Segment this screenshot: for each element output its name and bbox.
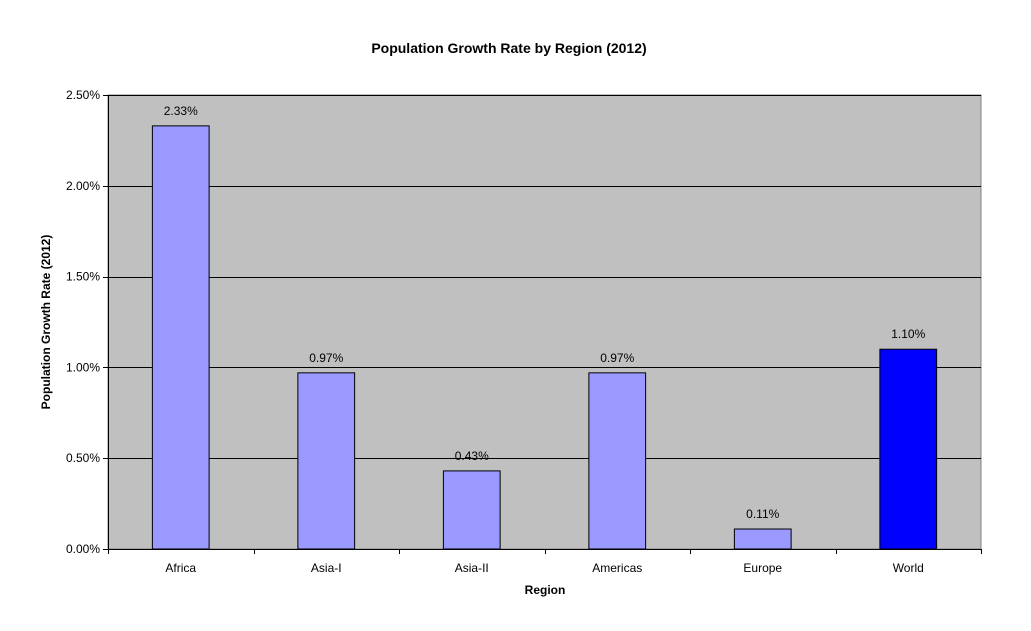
x-tick-label: Asia-I [311,561,342,575]
bar-asia-ii [442,470,501,550]
x-tick-labels: Africa Asia-I Asia-II Americas Europe World [165,561,923,575]
y-tick-label: 2.50% [66,88,100,102]
data-label: 2.33% [164,104,198,118]
data-label: 0.97% [309,351,343,365]
data-label: 0.97% [600,351,634,365]
bars [151,125,938,550]
bar-africa [151,125,210,550]
axes [103,95,982,554]
y-tick-label: 0.50% [66,451,100,465]
data-label: 0.11% [746,507,779,521]
data-label: 1.10% [891,327,925,341]
x-tick-label: Asia-II [455,561,489,575]
bar-americas [588,372,647,550]
y-tick-label: 1.00% [66,360,100,374]
x-tick-label: Americas [592,561,642,575]
bar-europe [733,528,792,550]
x-tick-label: Africa [165,561,196,575]
x-tick-label: Europe [743,561,782,575]
bar-world [879,348,938,550]
y-tick-labels: 0.00% 0.50% 1.00% 1.50% 2.00% 2.50% [66,88,100,556]
data-labels: 2.33% 0.97% 0.43% 0.97% 0.11% 1.10% [164,104,926,521]
y-tick-label: 0.00% [66,542,100,556]
y-tick-label: 2.00% [66,179,100,193]
plot-area [107,94,982,550]
bar-asia-i [297,372,356,550]
x-axis-title: Region [525,583,566,597]
gridlines [108,95,981,459]
data-label: 0.43% [455,449,489,463]
chart-title: Population Growth Rate by Region (2012) [371,40,646,56]
x-tick-label: World [893,561,924,575]
y-axis-title: Population Growth Rate (2012) [39,235,53,410]
y-tick-label: 1.50% [66,270,100,284]
